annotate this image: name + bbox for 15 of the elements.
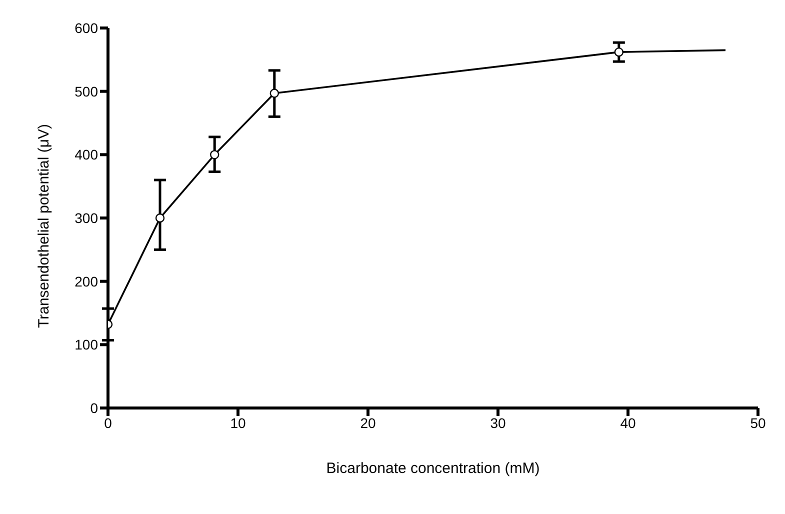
x-tick-label: 20 [360, 414, 376, 431]
y-tick-label: 0 [90, 400, 98, 416]
y-axis-title: Transendothelial potential (μV) [35, 124, 52, 328]
x-tick-label: 30 [490, 414, 506, 431]
x-tick-label: 0 [104, 414, 112, 431]
y-tick-label: 600 [74, 20, 98, 36]
x-axis-title: Bicarbonate concentration (mM) [326, 460, 540, 477]
y-tick-label: 300 [74, 210, 98, 226]
x-tick-label: 50 [750, 414, 766, 431]
y-tick-label: 400 [74, 146, 98, 163]
x-tick-label: 10 [230, 414, 246, 431]
y-tick-label: 200 [74, 273, 98, 290]
x-tick-label: 40 [620, 414, 636, 431]
y-tick-label: 100 [74, 336, 98, 353]
y-tick-label: 500 [74, 83, 98, 100]
